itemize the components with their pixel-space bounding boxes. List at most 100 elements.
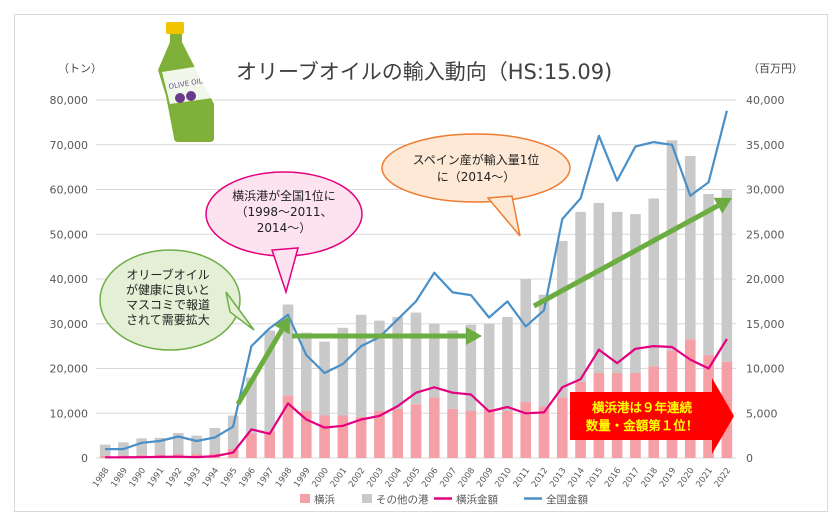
bar-other-ports [374, 320, 385, 412]
bar-other-ports [264, 330, 276, 432]
x-tick-label: 2005 [402, 466, 423, 489]
y-right-tick-label: 25,000 [746, 228, 785, 241]
y-right-tick-label: 20,000 [746, 273, 785, 286]
bar-other-ports [246, 377, 257, 434]
x-tick-label: 1995 [219, 466, 240, 489]
y-left-tick-label: 0 [81, 452, 88, 465]
bar-yokohama [556, 397, 568, 458]
bar-other-ports [666, 140, 678, 351]
bar-other-ports [483, 323, 495, 409]
line-national-value [105, 110, 728, 451]
trend-arrow-shaft [235, 328, 285, 406]
bar-other-ports [227, 415, 239, 450]
y-left-tick-label: 60,000 [50, 184, 89, 197]
y-left-tick-label: 50,000 [50, 228, 89, 241]
x-tick-label: 1991 [146, 466, 167, 489]
bar-yokohama [392, 408, 404, 458]
x-tick-label: 1990 [128, 466, 149, 489]
y-right-tick-label: 0 [746, 452, 753, 465]
legend: 横浜 その他の港 横浜金額 全国金額 [300, 493, 588, 506]
annotations: オリーブオイルが健康に良いとマスコミで報道されて需要拡大横浜港が全国1位に（19… [99, 133, 734, 454]
x-tick-label: 1996 [237, 466, 258, 489]
bar-other-ports [611, 211, 623, 373]
bar-other-ports [282, 304, 294, 396]
bar-other-ports [300, 332, 312, 412]
bar-yokohama [483, 408, 495, 458]
x-tick-label: 2013 [548, 466, 569, 489]
bar-other-ports [721, 189, 733, 362]
legend-label: 全国金額 [546, 493, 588, 506]
trend-arrow-shaft [532, 203, 720, 309]
bar-other-ports [447, 330, 458, 409]
x-tick-label: 2006 [420, 466, 441, 489]
bubble-tail [270, 247, 300, 295]
legend-label: 横浜金額 [456, 493, 498, 506]
trend-arrow-head [713, 197, 732, 214]
olive-oil-bottle-illustration: OLIVE OIL [158, 22, 214, 142]
x-tick-label: 2011 [512, 466, 533, 489]
x-tick-label: 2007 [438, 466, 459, 489]
bar-other-ports [630, 214, 641, 373]
bar-other-ports [648, 198, 660, 367]
bar-other-ports [136, 438, 148, 455]
x-tick-label: 2009 [475, 466, 496, 489]
callout-yokohama-record [570, 378, 734, 454]
x-tick-label: 2004 [384, 466, 405, 489]
bar-other-ports [593, 202, 605, 373]
y-left-unit: （トン） [58, 62, 102, 75]
y-left-tick-label: 80,000 [50, 94, 89, 107]
legend-label: その他の港 [376, 493, 429, 506]
x-tick-label: 2010 [493, 466, 514, 489]
x-tick-label: 2020 [676, 466, 697, 489]
bar-yokohama [465, 411, 477, 458]
bar-other-ports [319, 341, 330, 416]
x-tick-label: 1997 [256, 466, 277, 489]
bar-yokohama [264, 431, 276, 458]
bar-other-ports [410, 312, 422, 405]
bar-other-ports [172, 432, 184, 454]
x-tick-label: 2000 [310, 466, 331, 489]
x-tick-label: 1998 [274, 466, 295, 489]
bar-other-ports [392, 317, 404, 409]
y-left-tick-label: 30,000 [50, 318, 89, 331]
trend-arrows [235, 197, 732, 406]
bar-other-ports [428, 323, 440, 398]
bar-other-ports [703, 193, 714, 356]
x-tick-label: 1989 [109, 466, 130, 489]
bar-yokohama [447, 408, 458, 458]
bar-other-ports [337, 327, 349, 416]
annotation-yokohama-record: 横浜港は９年連続数量・金額第１位！ [585, 400, 699, 433]
y-right-tick-label: 40,000 [746, 94, 785, 107]
y-right-tick-label: 30,000 [746, 184, 785, 197]
bar-yokohama [355, 416, 367, 458]
legend-label: 横浜 [314, 493, 335, 506]
y-right-tick-label: 10,000 [746, 363, 785, 376]
bar-yokohama [428, 397, 440, 458]
trend-arrow-head [274, 316, 290, 335]
bar-yokohama [502, 411, 513, 458]
bubble-health-boom [99, 249, 241, 351]
x-tick-label: 2002 [347, 466, 368, 489]
x-tick-label: 1988 [91, 466, 112, 489]
bar-other-ports [465, 324, 477, 412]
bubble-spain-first [381, 133, 571, 203]
bar-other-ports [502, 317, 513, 412]
y-right-tick-label: 5,000 [746, 407, 778, 420]
bar-yokohama [191, 453, 202, 458]
x-tick-label: 2019 [658, 466, 679, 489]
bar-other-ports [556, 240, 568, 398]
y-right-unit: （百万円） [748, 62, 803, 75]
bar-other-ports [355, 314, 367, 417]
chart-title: オリーブオイルの輸入動向（HS:15.09) [236, 60, 612, 84]
y-left-tick-label: 20,000 [50, 363, 89, 376]
bar-other-ports [538, 294, 550, 407]
y-right-tick-label: 15,000 [746, 318, 785, 331]
x-tick-label: 1992 [164, 466, 185, 489]
x-tick-label: 1994 [201, 466, 222, 489]
bar-yokohama [300, 411, 312, 458]
x-tick-label: 2018 [640, 466, 661, 489]
x-tick-label: 2001 [329, 466, 350, 489]
bar-other-ports [191, 435, 202, 454]
y-left-tick-label: 40,000 [50, 273, 89, 286]
